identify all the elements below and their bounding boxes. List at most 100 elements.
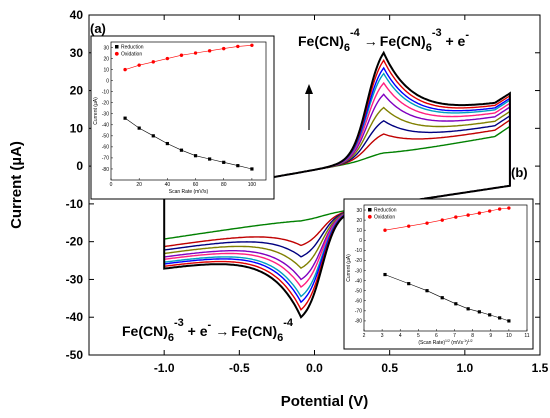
cv-series-10 bbox=[163, 50, 511, 319]
inset-x-tick-label: 100 bbox=[248, 182, 257, 188]
data-point-reduction bbox=[488, 313, 492, 317]
eq-sup: -4 bbox=[283, 317, 294, 329]
data-point-oxidation bbox=[477, 211, 482, 215]
inset-x-tick-label: 3 bbox=[381, 333, 384, 339]
inset-y-tick-label: -40 bbox=[102, 123, 109, 129]
eq-sup: -4 bbox=[350, 27, 361, 39]
legend-marker-square bbox=[115, 45, 119, 49]
data-point-reduction bbox=[454, 302, 458, 306]
inset-y-tick-label: -40 bbox=[355, 278, 362, 284]
data-point-reduction bbox=[137, 126, 141, 130]
inset-x-label-sup: -1 bbox=[463, 339, 466, 343]
data-point-reduction bbox=[507, 319, 511, 323]
data-point-reduction bbox=[179, 148, 184, 152]
inset-x-label: (Scan Rate)1/2 (mVs-1)1/2 bbox=[418, 339, 472, 346]
inset-y-tick-label: 10 bbox=[103, 67, 109, 73]
inset-y-tick-label: -30 bbox=[355, 268, 362, 274]
y-tick-label: -20 bbox=[66, 235, 84, 249]
inset-fit-line bbox=[125, 45, 252, 70]
x-axis-label: Potential (V) bbox=[281, 393, 369, 410]
legend-marker-square bbox=[368, 208, 372, 212]
y-tick-label: 30 bbox=[70, 46, 84, 60]
inset-x-tick-label: 7 bbox=[453, 333, 456, 339]
inset-y-tick-label: -60 bbox=[102, 145, 109, 151]
inset-fit-line bbox=[124, 117, 252, 170]
inset-y-tick-label: -10 bbox=[102, 89, 109, 95]
x-tick-label: 0.0 bbox=[306, 361, 323, 375]
inset-plot-frame bbox=[110, 41, 267, 181]
eq-text: + e bbox=[184, 323, 208, 339]
data-point-reduction bbox=[208, 157, 212, 161]
eq-text: Fe(CN) bbox=[298, 33, 344, 49]
inset-y-tick-label: -70 bbox=[355, 309, 362, 315]
x-tick-label: -1.0 bbox=[154, 361, 175, 375]
inset-y-label: Current (µA) bbox=[346, 254, 352, 282]
inset-y-tick-label: -80 bbox=[355, 319, 362, 325]
inset-x-label-text: ) bbox=[466, 340, 468, 346]
x-tick-label: -0.5 bbox=[229, 361, 250, 375]
data-point-oxidation bbox=[151, 60, 155, 64]
inset-x-tick-label: 5 bbox=[417, 333, 420, 339]
data-point-reduction bbox=[440, 296, 444, 300]
data-point-oxidation bbox=[440, 218, 444, 222]
y-tick-label: -30 bbox=[66, 272, 84, 286]
legend-marker-circle bbox=[114, 51, 119, 56]
legend-label: Reduction bbox=[121, 45, 144, 51]
eq-sub: 6 bbox=[344, 42, 350, 54]
inset-plot-frame bbox=[363, 204, 528, 332]
inset-y-tick-label: -20 bbox=[355, 258, 362, 264]
data-point-oxidation bbox=[236, 44, 240, 49]
y-tick-label: 40 bbox=[70, 8, 84, 22]
cv-curves bbox=[163, 50, 511, 319]
inset-y-tick-label: 30 bbox=[356, 208, 362, 214]
inset-x-label-sup: 1/2 bbox=[468, 339, 473, 343]
panel-label-b: (b) bbox=[511, 165, 528, 180]
inset-x-tick-label: 6 bbox=[435, 333, 438, 339]
panel-label-a: (a) bbox=[90, 21, 106, 36]
y-tick-label: 20 bbox=[70, 84, 84, 98]
inset-y-tick-label: -30 bbox=[102, 112, 109, 118]
data-point-oxidation bbox=[165, 56, 170, 61]
eq-sup: -3 bbox=[174, 317, 184, 329]
eq-text: Fe(CN) bbox=[122, 323, 168, 339]
y-tick-label: -40 bbox=[66, 310, 84, 324]
inset-y-tick-label: -10 bbox=[355, 248, 362, 254]
inset-y-tick-label: 20 bbox=[356, 218, 362, 224]
x-tick-label: 1.0 bbox=[456, 361, 473, 375]
inset-y-tick-label: -50 bbox=[355, 288, 362, 294]
inset-y-tick-label: -70 bbox=[102, 156, 109, 162]
inset-y-tick-label: -80 bbox=[102, 167, 109, 173]
oxidation-equation: Fe(CN)6-4 → Fe(CN)6-3 + e- bbox=[298, 27, 469, 54]
legend-label: Oxidation bbox=[374, 215, 395, 221]
eq-text: Fe(CN) bbox=[231, 323, 277, 339]
inset-y-tick-label: 20 bbox=[103, 56, 109, 62]
eq-arrow: → bbox=[364, 33, 378, 49]
y-tick-label: 0 bbox=[76, 159, 83, 173]
inset-x-label-text: (mVs bbox=[450, 340, 464, 346]
data-point-oxidation bbox=[123, 67, 127, 72]
data-point-reduction bbox=[165, 141, 169, 146]
data-point-oxidation bbox=[383, 228, 387, 232]
legend-marker-circle bbox=[367, 214, 372, 219]
data-point-oxidation bbox=[179, 53, 184, 57]
inset-x-tick-label: 40 bbox=[165, 182, 171, 188]
eq-sup: - bbox=[208, 319, 212, 331]
eq-sub: 6 bbox=[277, 332, 283, 344]
inset-x-tick-label: 8 bbox=[471, 333, 474, 339]
inset-x-tick-label: 4 bbox=[399, 333, 402, 339]
inset-x-tick-label: 20 bbox=[136, 182, 142, 188]
data-point-oxidation bbox=[454, 215, 458, 219]
inset-x-label: Scan Rate (mV/s) bbox=[169, 189, 209, 195]
inset-x-tick-label: 60 bbox=[193, 182, 199, 188]
data-point-reduction bbox=[236, 164, 240, 168]
legend-label: Oxidation bbox=[121, 52, 142, 58]
inset-y-tick-label: -60 bbox=[355, 299, 362, 305]
inset-x-tick-label: 9 bbox=[489, 333, 492, 339]
inset-fit-line bbox=[384, 274, 509, 322]
inset-y-tick-label: 0 bbox=[106, 78, 109, 84]
data-point-oxidation bbox=[137, 63, 141, 67]
data-point-reduction bbox=[250, 167, 254, 171]
